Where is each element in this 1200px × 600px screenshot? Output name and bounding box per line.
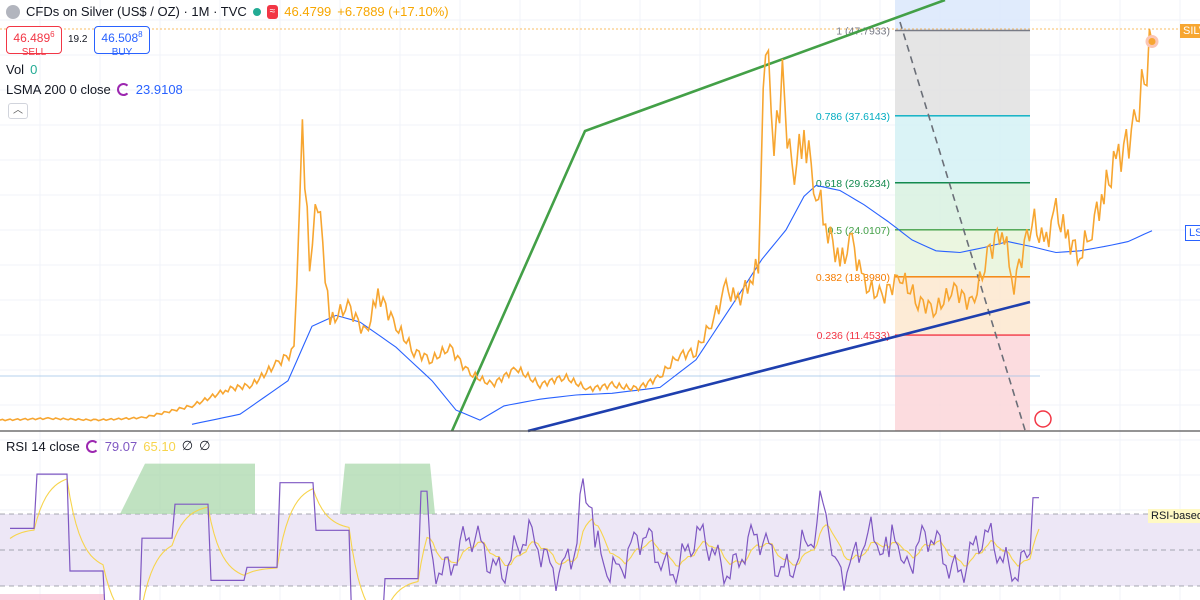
green-trendline (450, 0, 946, 432)
last-price: 46.4799 (284, 4, 332, 19)
fib-band-0 (895, 0, 1030, 31)
rsi-pane (0, 463, 1200, 600)
rsi-legend[interactable]: RSI 14 close 79.07 65.10 ∅ ∅ (6, 438, 210, 454)
rsi-band-tag: RSI-based (1148, 509, 1200, 523)
collapse-legend-button[interactable]: ︿ (8, 103, 28, 119)
exchange-icon (6, 4, 20, 19)
blue-support-trendline (527, 300, 1031, 433)
trendlines (450, 0, 1031, 433)
market-open-icon (252, 7, 261, 16)
rsi-oversold-fill (0, 594, 105, 600)
loading-icon (85, 439, 99, 453)
fib-level-label: 0.5 (24.0107) (828, 225, 890, 237)
price-change: +6.7889 (+17.10%) (337, 4, 449, 19)
fib-band-6 (895, 335, 1030, 431)
delayed-data-badge: ≈ (266, 4, 279, 19)
last-price-marker (1145, 34, 1159, 48)
fibonacci-retracement: 1 (47.7933)0.786 (37.6143)0.618 (29.6234… (0, 0, 1200, 431)
buy-button[interactable]: 46.5088 BUY (94, 26, 150, 58)
volume-legend[interactable]: Vol 0 (6, 62, 37, 77)
lsma-legend[interactable]: LSMA 200 0 close 23.9108 (6, 82, 183, 97)
lsma-value: 23.9108 (135, 82, 183, 97)
rsi-empty-value-1: ∅ (181, 438, 194, 453)
rsi-ma-line (9, 478, 1040, 600)
fib-level-label: 0.382 (18.3980) (816, 272, 890, 284)
lsma-price-tag: LS (1185, 225, 1200, 241)
rsi-empty-value-2: ∅ (199, 438, 211, 453)
event-icon (1034, 410, 1052, 428)
symbol-legend[interactable]: CFDs on Silver (US$ / OZ) · 1M · TVC ≈ 4… (6, 4, 449, 19)
sell-price: 46.489 (13, 31, 51, 45)
volume-value: 0 (30, 62, 38, 77)
fib-level-label: 0.618 (29.6234) (816, 178, 890, 190)
loading-icon (116, 83, 130, 96)
rsi-label: RSI 14 close (6, 438, 80, 454)
fib-band-5 (895, 276, 1030, 336)
spread-value: 19.2 (68, 34, 88, 45)
fib-level-label: 0.236 (11.4533) (817, 330, 890, 342)
silver-price-tag: SILV (1180, 24, 1200, 38)
buy-price-sup: 8 (138, 30, 143, 39)
lsma-label: LSMA 200 0 close (6, 82, 111, 97)
sell-label: SELL (21, 47, 47, 58)
fib-level-label: 0.786 (37.6143) (816, 111, 890, 123)
silver-price-line (0, 28, 1153, 422)
fib-band-1 (895, 30, 1030, 116)
buy-price: 46.508 (101, 31, 139, 45)
volume-label: Vol (6, 62, 25, 77)
chevron-up-icon: ︿ (13, 105, 23, 116)
rsi-line (10, 473, 1039, 600)
symbol-title[interactable]: CFDs on Silver (US$ / OZ) · 1M · TVC (26, 4, 247, 19)
fib-band-3 (895, 182, 1030, 230)
sell-button[interactable]: 46.4896 SELL (6, 26, 62, 58)
price-series (0, 28, 1159, 428)
rsi-value: 79.07 (104, 438, 138, 454)
sell-price-sup: 6 (50, 30, 55, 39)
rsi-overbought-fill (340, 463, 435, 514)
buy-label: BUY (111, 47, 133, 58)
fib-band-2 (895, 115, 1030, 183)
rsi-ma-value: 65.10 (143, 438, 176, 454)
rsi-overbought-fill (120, 463, 255, 514)
